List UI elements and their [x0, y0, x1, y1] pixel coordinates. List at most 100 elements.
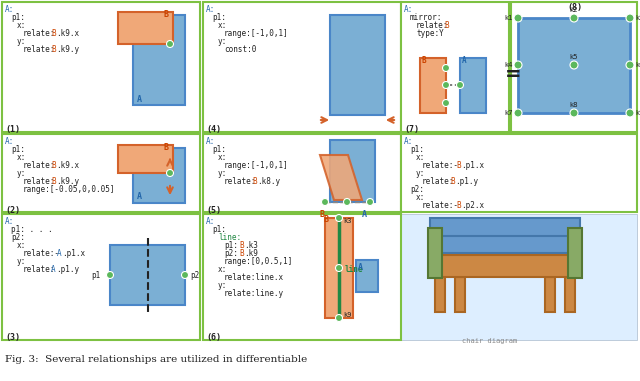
Text: relate:: relate:: [23, 265, 56, 274]
Text: .k8.y: .k8.y: [257, 177, 280, 186]
Text: A:: A:: [404, 5, 413, 14]
Text: .p1.y: .p1.y: [455, 177, 478, 186]
Bar: [330, 15, 385, 115]
Text: relate:: relate:: [23, 177, 56, 186]
Bar: [435, 277, 445, 312]
Circle shape: [106, 272, 113, 279]
Text: A: A: [137, 192, 142, 201]
Circle shape: [182, 272, 189, 279]
Text: x:: x:: [416, 153, 425, 162]
Bar: [511, 2, 637, 132]
Bar: [2, 2, 200, 132]
Text: relate:line.x: relate:line.x: [224, 273, 284, 282]
Text: B: B: [239, 241, 244, 250]
Bar: [203, 2, 401, 132]
Text: line:: line:: [218, 233, 241, 242]
Text: B: B: [450, 177, 454, 186]
Bar: [545, 277, 555, 312]
Bar: [325, 218, 353, 318]
Text: (8): (8): [568, 3, 582, 12]
Text: (5): (5): [206, 206, 221, 215]
Text: p1: . . .: p1: . . .: [11, 225, 52, 234]
Bar: [110, 245, 185, 305]
Bar: [2, 134, 200, 212]
Text: relate:: relate:: [23, 45, 56, 54]
Text: .p1.y: .p1.y: [56, 265, 79, 274]
Text: p1:: p1:: [11, 145, 25, 154]
Bar: [420, 58, 446, 113]
Text: B: B: [51, 177, 56, 186]
Text: .k9.x: .k9.x: [56, 161, 79, 170]
Text: p2:: p2:: [224, 249, 238, 258]
Polygon shape: [320, 155, 362, 200]
Bar: [133, 15, 185, 105]
Circle shape: [626, 109, 634, 117]
Bar: [203, 134, 401, 212]
Text: relate:-: relate:-: [422, 161, 459, 170]
Circle shape: [514, 61, 522, 69]
Bar: [432, 255, 577, 277]
Text: y:: y:: [218, 37, 227, 46]
Text: =: =: [505, 65, 521, 84]
Text: .p1.x: .p1.x: [461, 161, 484, 170]
Text: A:: A:: [206, 137, 215, 146]
Text: x:: x:: [218, 21, 227, 30]
Text: (2): (2): [5, 206, 20, 215]
Bar: [455, 277, 465, 312]
Text: A: A: [51, 265, 56, 274]
Text: B: B: [323, 215, 328, 224]
Text: (3): (3): [5, 333, 20, 342]
Text: B: B: [421, 56, 426, 65]
Text: p1:: p1:: [11, 13, 25, 22]
Bar: [518, 18, 630, 113]
Text: k7: k7: [504, 110, 513, 116]
Text: p2:: p2:: [410, 185, 424, 194]
Text: relate:line.y: relate:line.y: [224, 289, 284, 298]
Text: A:: A:: [206, 5, 215, 14]
Text: A: A: [137, 95, 142, 104]
Bar: [356, 260, 378, 292]
Text: k9: k9: [343, 312, 351, 318]
Text: k8: k8: [570, 102, 579, 108]
Text: x:: x:: [218, 153, 227, 162]
Bar: [133, 148, 185, 203]
Circle shape: [442, 64, 449, 72]
Text: A:: A:: [5, 5, 14, 14]
Text: k4: k4: [504, 62, 513, 68]
Text: p1:: p1:: [410, 145, 424, 154]
Bar: [430, 218, 580, 236]
Text: (7): (7): [404, 125, 419, 134]
Circle shape: [570, 61, 578, 69]
Bar: [568, 228, 582, 278]
Text: A: A: [362, 210, 367, 219]
Text: .p1.x: .p1.x: [62, 249, 85, 258]
Circle shape: [442, 82, 449, 88]
Text: relate:: relate:: [416, 21, 449, 30]
Bar: [203, 214, 401, 340]
Text: B: B: [456, 201, 461, 210]
Text: relate:: relate:: [23, 161, 56, 170]
Text: y:: y:: [218, 281, 227, 290]
Circle shape: [514, 14, 522, 22]
Text: k5: k5: [570, 54, 579, 60]
Text: relate:-: relate:-: [422, 201, 459, 210]
Text: B: B: [252, 177, 257, 186]
Bar: [401, 2, 509, 132]
Bar: [118, 145, 173, 173]
Text: y:: y:: [17, 37, 26, 46]
Text: range:[-0.05,0,0.05]: range:[-0.05,0,0.05]: [23, 185, 115, 194]
Text: y:: y:: [17, 257, 26, 266]
Bar: [565, 277, 575, 312]
Text: p2:: p2:: [11, 233, 25, 242]
Circle shape: [321, 199, 328, 205]
Text: range:[0,0.5,1]: range:[0,0.5,1]: [224, 257, 293, 266]
Text: B: B: [51, 45, 56, 54]
Circle shape: [514, 109, 522, 117]
Text: B: B: [456, 161, 461, 170]
Text: x:: x:: [17, 153, 26, 162]
Text: range:[-1,0,1]: range:[-1,0,1]: [224, 29, 289, 38]
Bar: [401, 214, 637, 340]
Text: relate:: relate:: [224, 177, 257, 186]
Text: A:: A:: [5, 217, 14, 226]
Text: const:0: const:0: [224, 45, 257, 54]
